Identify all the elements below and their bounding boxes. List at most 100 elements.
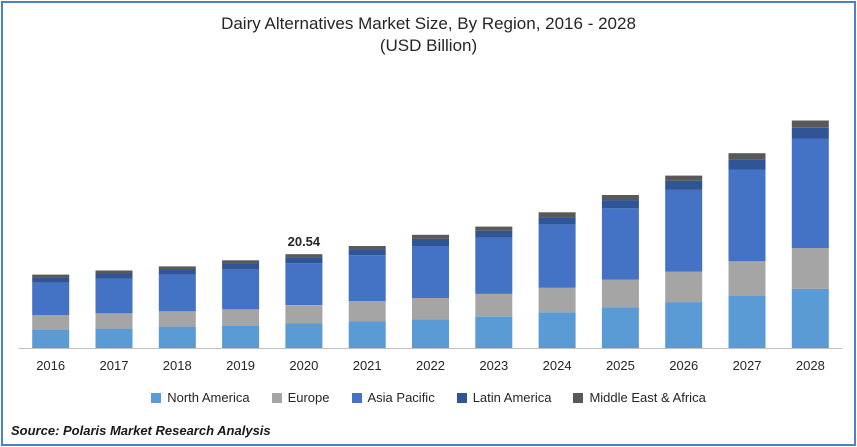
legend-swatch: [456, 392, 467, 403]
legend-swatch: [351, 392, 362, 403]
bar-2024-latin-america: [538, 217, 576, 225]
x-tick-label-2020: 2020: [289, 358, 318, 373]
bar-2028-latin-america: [791, 127, 829, 139]
x-tick-label-2024: 2024: [543, 358, 572, 373]
bar-2023-north-america: [475, 316, 513, 348]
legend-label: Europe: [287, 390, 330, 405]
legend-label: Middle East & Africa: [589, 390, 706, 405]
x-tick-label-2016: 2016: [36, 358, 65, 373]
bar-2019-north-america: [222, 325, 260, 348]
bar-2025-middle-east-africa: [601, 195, 639, 201]
source-note: Source: Polaris Market Research Analysis: [11, 423, 271, 438]
data-label-2020: 20.54: [288, 234, 321, 249]
bar-2020-middle-east-africa: [285, 254, 323, 258]
bar-2026-asia-pacific: [665, 189, 703, 272]
bar-2017-north-america: [95, 328, 133, 348]
bar-2022-north-america: [412, 319, 449, 348]
bar-2023-latin-america: [475, 230, 513, 238]
legend-item-middle-east-africa: Middle East & Africa: [573, 390, 706, 405]
legend-swatch: [573, 392, 584, 403]
bar-2016-asia-pacific: [32, 282, 70, 316]
bar-2020-asia-pacific: [285, 263, 323, 306]
x-tick-label-2026: 2026: [669, 358, 698, 373]
bar-2020-europe: [285, 305, 323, 324]
legend-item-latin-america: Latin America: [456, 390, 552, 405]
chart-subtitle: (USD Billion): [379, 36, 478, 55]
bar-2017-middle-east-africa: [95, 270, 133, 274]
bar-2016-middle-east-africa: [32, 274, 70, 278]
x-tick-label-2022: 2022: [416, 358, 445, 373]
legend-item-europe: Europe: [271, 390, 330, 405]
bar-2025-europe: [601, 279, 639, 308]
bar-2019-europe: [222, 309, 260, 326]
bar-2026-middle-east-africa: [665, 175, 703, 181]
bar-2019-middle-east-africa: [222, 260, 260, 264]
legend-swatch: [271, 392, 282, 403]
bar-2022-europe: [412, 298, 449, 320]
bar-2022-asia-pacific: [412, 246, 449, 298]
bar-2023-middle-east-africa: [475, 226, 513, 231]
x-tick-label-2019: 2019: [226, 358, 255, 373]
bar-2028-europe: [791, 248, 829, 289]
bar-2027-north-america: [728, 296, 766, 348]
bar-2022-middle-east-africa: [412, 234, 449, 239]
bar-2023-asia-pacific: [475, 237, 513, 294]
bar-2020-north-america: [285, 323, 323, 348]
bar-2028-north-america: [791, 288, 829, 348]
bar-2018-europe: [158, 311, 196, 327]
bar-2016-europe: [32, 315, 70, 330]
legend-item-asia-pacific: Asia Pacific: [351, 390, 435, 405]
legend-label: Asia Pacific: [367, 390, 435, 405]
bar-2021-europe: [348, 301, 386, 322]
x-tick-label-2018: 2018: [163, 358, 192, 373]
chart-title-block: Dairy Alternatives Market Size, By Regio…: [3, 13, 854, 57]
bar-2021-latin-america: [348, 249, 386, 256]
bar-2027-middle-east-africa: [728, 153, 766, 160]
bar-2017-asia-pacific: [95, 278, 133, 314]
chart-title: Dairy Alternatives Market Size, By Regio…: [221, 14, 636, 33]
bar-2022-latin-america: [412, 238, 449, 246]
bar-2025-latin-america: [601, 200, 639, 209]
legend-label: Latin America: [472, 390, 552, 405]
bar-2018-asia-pacific: [158, 274, 196, 312]
bar-2025-north-america: [601, 307, 639, 348]
bar-2024-europe: [538, 287, 576, 313]
bar-2026-latin-america: [665, 180, 703, 190]
bar-2018-north-america: [158, 326, 196, 348]
bar-2027-europe: [728, 261, 766, 296]
bar-2017-latin-america: [95, 273, 133, 279]
x-tick-label-2023: 2023: [479, 358, 508, 373]
bar-2020-latin-america: [285, 257, 323, 264]
bar-2026-europe: [665, 271, 703, 303]
bar-2024-north-america: [538, 312, 576, 348]
bar-2028-asia-pacific: [791, 138, 829, 248]
bar-2018-middle-east-africa: [158, 266, 196, 270]
bar-2023-europe: [475, 293, 513, 317]
bar-2016-latin-america: [32, 277, 70, 283]
x-tick-label-2025: 2025: [606, 358, 635, 373]
bar-2024-middle-east-africa: [538, 212, 576, 218]
bar-2024-asia-pacific: [538, 224, 576, 288]
bar-2017-europe: [95, 313, 133, 329]
bar-2025-asia-pacific: [601, 208, 639, 280]
x-tick-label-2017: 2017: [100, 358, 129, 373]
legend-swatch: [151, 392, 162, 403]
legend-item-north-america: North America: [151, 390, 250, 405]
x-tick-label-2028: 2028: [796, 358, 825, 373]
bar-2019-latin-america: [222, 263, 260, 270]
bar-2021-asia-pacific: [348, 255, 386, 302]
bar-2027-latin-america: [728, 159, 766, 170]
bar-2027-asia-pacific: [728, 169, 766, 262]
bar-2026-north-america: [665, 302, 703, 348]
chart-plot: 2016 2017 2018 2019 20.54 2020 2021 2022 2023 202…: [19, 120, 842, 373]
bar-2021-north-america: [348, 321, 386, 348]
bar-2016-north-america: [32, 329, 70, 348]
bar-2028-middle-east-africa: [791, 120, 829, 128]
chart-legend: North America Europe Asia Pacific Latin Ame…: [3, 390, 854, 405]
bar-2019-asia-pacific: [222, 269, 260, 310]
x-tick-label-2021: 2021: [353, 358, 382, 373]
legend-label: North America: [167, 390, 250, 405]
bar-2021-middle-east-africa: [348, 246, 386, 250]
x-tick-label-2027: 2027: [733, 358, 762, 373]
